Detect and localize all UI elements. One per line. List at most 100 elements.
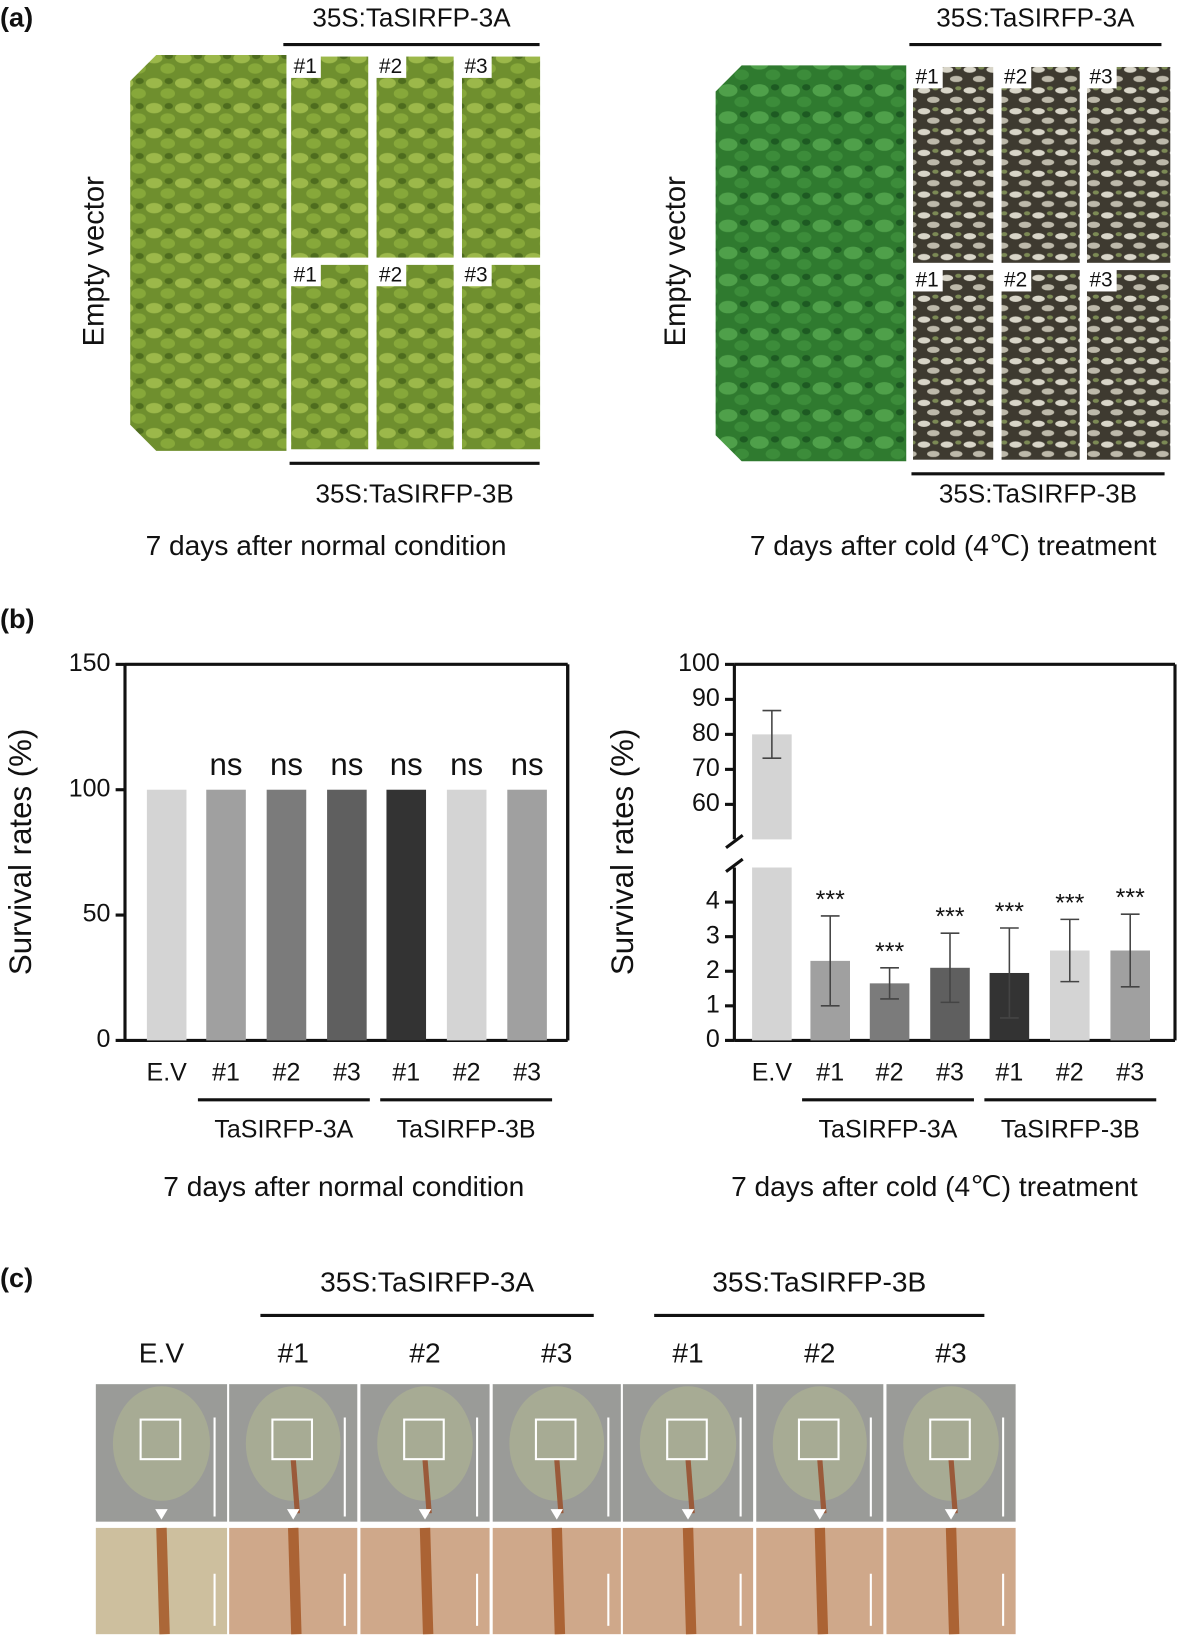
- group-label: TaSIRFP-3B: [397, 1116, 536, 1144]
- tile-label: #1: [294, 55, 317, 78]
- vein: [422, 1458, 432, 1514]
- group-label: TaSIRFP-3A: [214, 1116, 353, 1144]
- leaf: [245, 1386, 341, 1501]
- annotation: ***: [1116, 884, 1145, 912]
- tile-label: #3: [1089, 269, 1112, 292]
- caption: 7 days after normal condition: [163, 1171, 524, 1202]
- column-label: #2: [409, 1337, 440, 1368]
- error-bar: [762, 709, 782, 759]
- annotation: ***: [935, 903, 964, 931]
- column-label: #1: [278, 1337, 309, 1368]
- group-label: 35S:TaSIRFP-3B: [712, 1267, 926, 1298]
- arrow: [418, 1509, 432, 1520]
- column-label: #1: [672, 1337, 703, 1368]
- tile-label: #1: [915, 65, 938, 88]
- zoom-box: [534, 1418, 577, 1461]
- annotation: ***: [995, 898, 1024, 926]
- group-label: 35S:TaSIRFP-3A: [936, 2, 1135, 32]
- error-bar: [1060, 918, 1080, 983]
- annotation: ***: [1055, 889, 1084, 917]
- error-bar: [1000, 927, 1019, 1019]
- vein: [948, 1458, 958, 1514]
- x-tick-label: #1: [816, 1058, 844, 1086]
- arrow: [155, 1509, 168, 1520]
- axis-break: [725, 857, 744, 873]
- tile-label: #2: [379, 263, 402, 286]
- photo-tile: [909, 266, 997, 463]
- vein: [817, 1458, 827, 1514]
- zoom-box: [403, 1418, 445, 1461]
- leaf: [772, 1386, 867, 1501]
- group-label: 35S:TaSIRFP-3A: [320, 1267, 534, 1298]
- tile-label-bg: [1085, 65, 1117, 89]
- group-label: TaSIRFP-3B: [1001, 1116, 1140, 1144]
- x-tick-label: #3: [936, 1058, 964, 1086]
- annotation: ns: [210, 747, 243, 782]
- tile-label-bg: [375, 263, 407, 287]
- tile-label-bg: [1000, 65, 1032, 89]
- x-tick-label: E.V: [147, 1058, 188, 1086]
- x-tick-label: #2: [1056, 1058, 1084, 1086]
- vein: [554, 1458, 564, 1514]
- side-label: Empty vector: [660, 176, 692, 346]
- group-label: 35S:TaSIRFP-3B: [939, 479, 1137, 509]
- bar: [327, 789, 367, 1041]
- zoom-box: [139, 1418, 182, 1461]
- tile-label-bg: [460, 263, 492, 287]
- leaf: [112, 1386, 211, 1501]
- x-tick-label: #3: [1116, 1058, 1144, 1086]
- group-label: TaSIRFP-3A: [819, 1116, 958, 1144]
- zoom-box: [271, 1418, 314, 1461]
- caption: 7 days after cold (4℃) treatment: [731, 1171, 1138, 1202]
- y-tick-label: 100: [678, 649, 720, 677]
- arrow: [944, 1509, 958, 1520]
- photo-tile: [1083, 63, 1174, 266]
- bar: [206, 789, 246, 1041]
- tile-label: #1: [915, 269, 938, 292]
- annotation: ns: [330, 747, 363, 782]
- tile-label-bg: [1085, 268, 1117, 292]
- photo-tile: [998, 63, 1083, 266]
- caption: 7 days after cold (4℃) treatment: [750, 530, 1157, 561]
- y-axis-label: Survival rates (%): [3, 729, 38, 975]
- y-axis-label: Survival rates (%): [605, 729, 640, 975]
- column-label: E.V: [139, 1337, 185, 1368]
- photo-tile: [909, 63, 997, 266]
- x-tick-label: #1: [212, 1058, 240, 1086]
- y-tick-label: 150: [69, 649, 111, 677]
- tile-label: #2: [1004, 269, 1027, 292]
- y-tick-label: 70: [692, 754, 720, 782]
- vein: [814, 1527, 829, 1635]
- annotation: ns: [450, 747, 483, 782]
- y-tick-label: 50: [83, 900, 111, 928]
- error-bar: [1120, 913, 1140, 988]
- y-tick-label: 80: [692, 719, 720, 747]
- bar: [386, 789, 427, 1041]
- vein: [551, 1527, 566, 1635]
- vein: [156, 1527, 170, 1635]
- vein: [288, 1527, 302, 1635]
- group-label: 35S:TaSIRFP-3A: [312, 2, 511, 32]
- y-tick-label: 3: [706, 921, 720, 949]
- x-tick-label: #2: [453, 1058, 481, 1086]
- error-bar: [940, 932, 960, 1004]
- y-tick-label: 0: [706, 1025, 720, 1053]
- x-tick-label: E.V: [752, 1058, 793, 1086]
- y-tick-label: 0: [97, 1025, 111, 1053]
- vein: [419, 1527, 434, 1635]
- y-tick-label: 2: [706, 956, 720, 984]
- leaf: [509, 1386, 605, 1501]
- photo-tile: [373, 53, 457, 261]
- bar: [146, 789, 187, 1041]
- vein: [682, 1527, 697, 1635]
- photo-tile: [458, 53, 544, 261]
- vein: [290, 1458, 300, 1514]
- error-bar: [820, 915, 840, 1007]
- annotation: ns: [390, 747, 423, 782]
- tile-label-bg: [911, 268, 943, 292]
- tile-label-bg: [289, 263, 321, 287]
- group-label: 35S:TaSIRFP-3B: [315, 479, 513, 509]
- y-tick-label: 1: [706, 990, 720, 1018]
